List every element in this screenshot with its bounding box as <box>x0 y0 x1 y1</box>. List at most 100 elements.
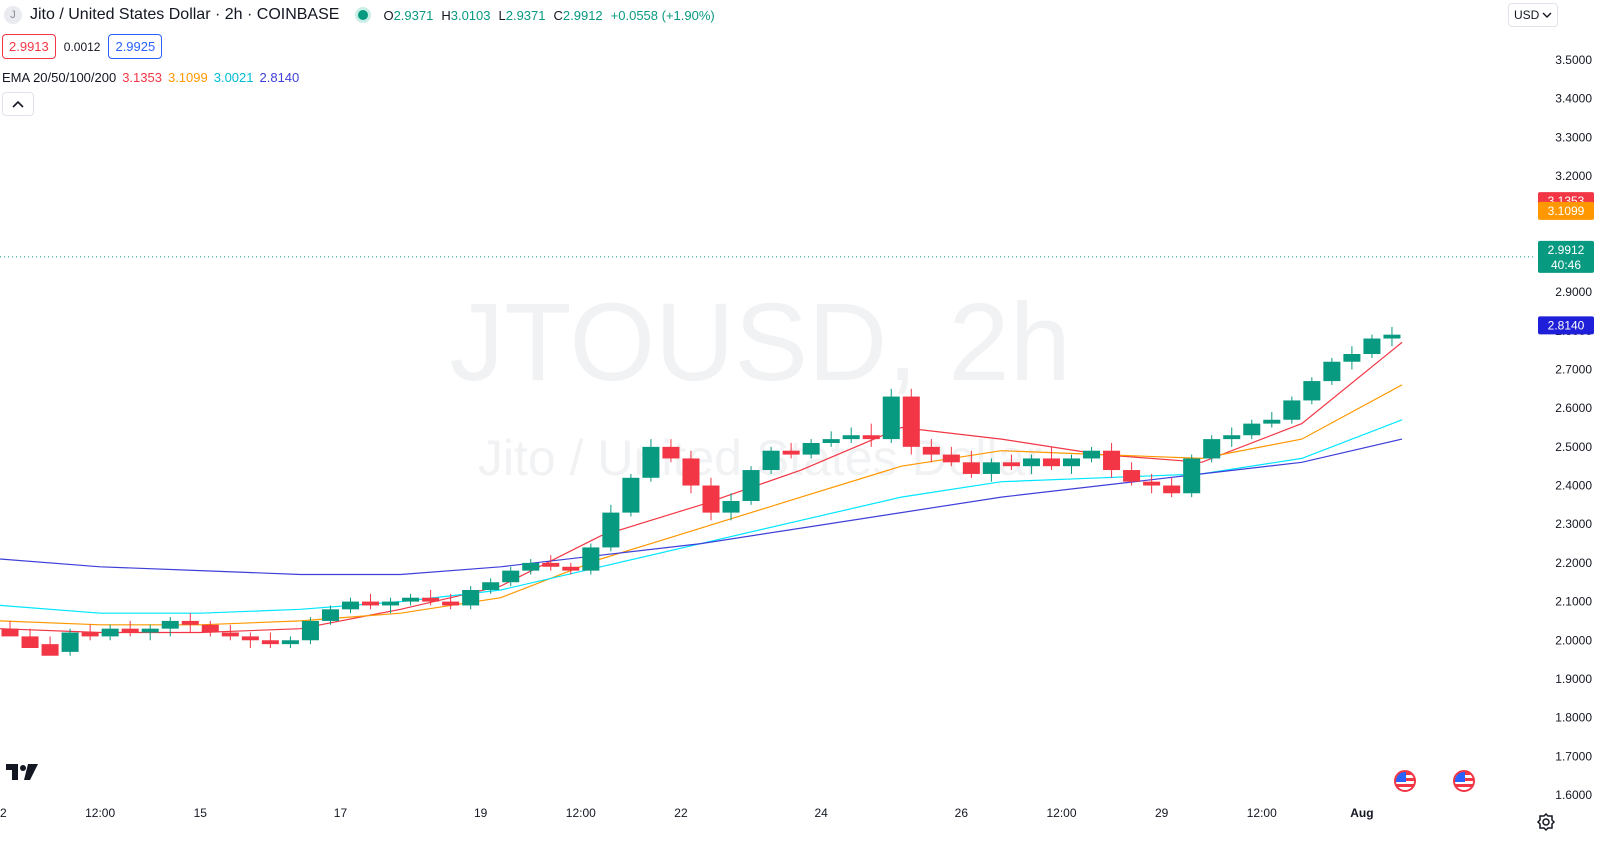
price-tick-label: 1.6000 <box>1555 788 1592 802</box>
price-tick-label: 2.6000 <box>1555 401 1592 415</box>
time-tick-label: 17 <box>334 806 348 820</box>
indicator-label: EMA 20/50/100/200 <box>2 70 117 85</box>
candle-body <box>1203 439 1221 459</box>
candle-body <box>1123 470 1141 482</box>
price-tick-label: 3.2000 <box>1555 169 1592 183</box>
candle-body <box>1223 435 1241 440</box>
ema200-value: 2.8140 <box>259 70 300 85</box>
candle-body <box>1002 462 1020 467</box>
candle-body <box>842 435 860 440</box>
price-tick-label: 2.1000 <box>1555 595 1592 609</box>
time-tick-label: 15 <box>194 806 208 820</box>
candle-body <box>922 446 940 455</box>
watermark-symbol: JTOUSD, 2h <box>449 281 1071 404</box>
sell-price-button[interactable]: 2.9913 <box>2 34 56 59</box>
us-flag-icon[interactable] <box>1394 770 1416 792</box>
candle-body <box>1263 419 1281 424</box>
time-tick-label: 24 <box>814 806 828 820</box>
candle-body <box>201 624 219 633</box>
candle-body <box>1303 381 1321 401</box>
price-tick-label: 2.3000 <box>1555 517 1592 531</box>
candle-body <box>1042 458 1060 467</box>
price-axis-label: 3.1099 <box>1548 204 1585 218</box>
ohlc-open: O2.9371 <box>383 7 434 23</box>
gear-icon[interactable] <box>1530 806 1562 838</box>
indicator-legend[interactable]: EMA 20/50/100/200 3.1353 3.1099 3.0021 2… <box>2 70 299 85</box>
candle-body <box>1 628 19 637</box>
candle-body <box>41 644 59 656</box>
candle-body <box>762 450 780 471</box>
time-tick-label: 26 <box>955 806 969 820</box>
candle-body <box>1243 423 1261 436</box>
time-tick-label: 12 <box>0 806 7 820</box>
candle-body <box>482 582 500 590</box>
price-tick-label: 1.9000 <box>1555 672 1592 686</box>
candles <box>1 326 1401 656</box>
candle-body <box>522 562 540 571</box>
candle-body <box>241 636 259 641</box>
candle-body <box>1062 458 1081 467</box>
candle-body <box>882 396 900 440</box>
price-tick-label: 3.4000 <box>1555 92 1592 106</box>
candle-body <box>141 628 159 633</box>
candle-body <box>702 485 720 513</box>
candle-body <box>502 570 520 583</box>
ema20-value: 3.1353 <box>122 70 162 85</box>
jito-symbol-icon: J <box>4 6 22 24</box>
price-tick-label: 2.2000 <box>1555 556 1592 570</box>
tradingview-logo-icon[interactable] <box>6 762 40 788</box>
candle-body <box>161 620 179 629</box>
svg-text:2.9912: 2.9912 <box>1548 243 1585 257</box>
chevron-up-icon <box>12 100 24 108</box>
candle-body <box>301 620 319 641</box>
price-tick-label: 2.4000 <box>1555 479 1592 493</box>
svg-text:40:46: 40:46 <box>1551 258 1581 272</box>
candle-body <box>982 462 1000 474</box>
candle-body <box>422 597 440 602</box>
time-tick-label: 12:00 <box>566 806 596 820</box>
candle-body <box>341 601 360 610</box>
price-tick-label: 1.8000 <box>1555 711 1592 725</box>
price-tick-label: 3.3000 <box>1555 130 1592 144</box>
price-tick-label: 2.9000 <box>1555 285 1592 299</box>
candle-body <box>1083 450 1101 459</box>
candle-body <box>582 547 600 571</box>
candle-body <box>722 501 740 513</box>
buy-price-button[interactable]: 2.9925 <box>108 34 163 59</box>
time-tick-label: 12:00 <box>85 806 115 820</box>
candle-body <box>562 566 580 571</box>
candle-body <box>81 632 99 637</box>
collapse-legend-button[interactable] <box>2 92 34 116</box>
candle-body <box>742 470 760 501</box>
candle-body <box>442 601 460 606</box>
live-dot-icon <box>355 7 372 23</box>
currency-label: USD <box>1514 8 1540 22</box>
ohlc-change: +0.0558 (+1.90%) <box>610 7 715 23</box>
candle-body <box>942 454 960 463</box>
candle-body <box>682 458 700 486</box>
currency-selector[interactable]: USD <box>1508 3 1558 27</box>
candle-body <box>462 589 480 606</box>
candle-body <box>321 609 339 621</box>
ohlc-close: C2.9912 <box>553 7 603 23</box>
candle-body <box>402 597 420 602</box>
price-axis[interactable] <box>1536 0 1600 846</box>
time-axis-ticks: 12 12:00 15 17 19 12:00 22 24 26 12:00 29 12:00 Aug <box>0 806 1374 820</box>
chevron-down-icon <box>1542 12 1552 18</box>
price-tick-label: 2.7000 <box>1555 362 1592 376</box>
time-tick-label: 19 <box>474 806 488 820</box>
candle-body <box>181 620 199 625</box>
symbol-title[interactable]: Jito / United States Dollar · 2h · COINB… <box>30 6 340 23</box>
candle-body <box>1323 361 1341 382</box>
candle-body <box>602 512 620 548</box>
time-tick-label: 12:00 <box>1046 806 1076 820</box>
candle-body <box>822 439 840 443</box>
ema50-value: 3.1099 <box>167 70 208 85</box>
candle-body <box>542 562 560 567</box>
candle-body <box>221 632 239 637</box>
time-tick-label: 29 <box>1155 806 1169 820</box>
time-tick-label: 12:00 <box>1247 806 1277 820</box>
candle-body <box>802 442 820 455</box>
us-flag-icon[interactable] <box>1453 770 1475 792</box>
